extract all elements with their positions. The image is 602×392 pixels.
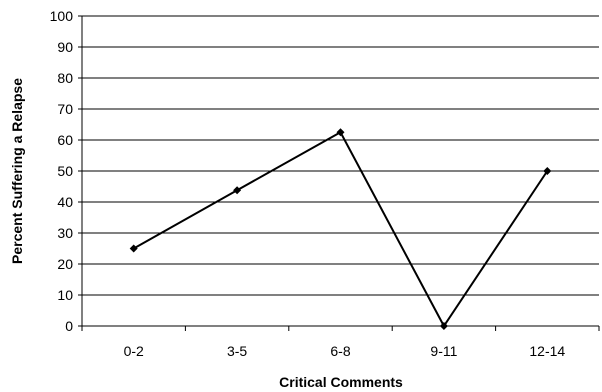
- y-tick-label: 100: [50, 8, 74, 24]
- y-tick-label: 90: [57, 39, 73, 55]
- y-tick-label: 20: [57, 256, 73, 272]
- y-tick-label: 10: [57, 287, 73, 303]
- y-tick-label: 50: [57, 163, 73, 179]
- data-point-0-2: [129, 244, 138, 253]
- x-tick-labels: 0-2 3-5 6-8 9-11 12-14: [124, 343, 566, 359]
- data-point-9-11: [439, 322, 448, 330]
- x-tick-label-9-11: 9-11: [430, 343, 457, 359]
- series-line: [133, 130, 549, 328]
- y-tick-label: 80: [57, 70, 73, 86]
- y-tick-label: 0: [65, 318, 73, 334]
- y-tick-labels: 0 10 20 30 40 50 60 70 80 90 100: [50, 8, 74, 334]
- data-point-12-14: [543, 167, 552, 175]
- x-tick-label-12-14: 12-14: [529, 343, 565, 359]
- y-tick-label: 40: [57, 194, 73, 210]
- series-layer: [129, 128, 552, 330]
- axes: [78, 15, 600, 331]
- x-tick-label-3-5: 3-5: [227, 343, 247, 359]
- y-tick-label: 70: [57, 101, 73, 117]
- data-point-3-5: [233, 186, 242, 195]
- y-tick-label: 30: [57, 225, 73, 241]
- gridlines: [82, 15, 599, 327]
- x-tick-label-6-8: 6-8: [330, 343, 350, 359]
- data-point-6-8: [336, 128, 345, 137]
- y-axis-title: Percent Suffering a Relapse: [9, 78, 25, 264]
- x-axis-title: Critical Comments: [279, 374, 403, 390]
- y-tick-label: 60: [57, 132, 73, 148]
- x-tick-label-0-2: 0-2: [124, 343, 144, 359]
